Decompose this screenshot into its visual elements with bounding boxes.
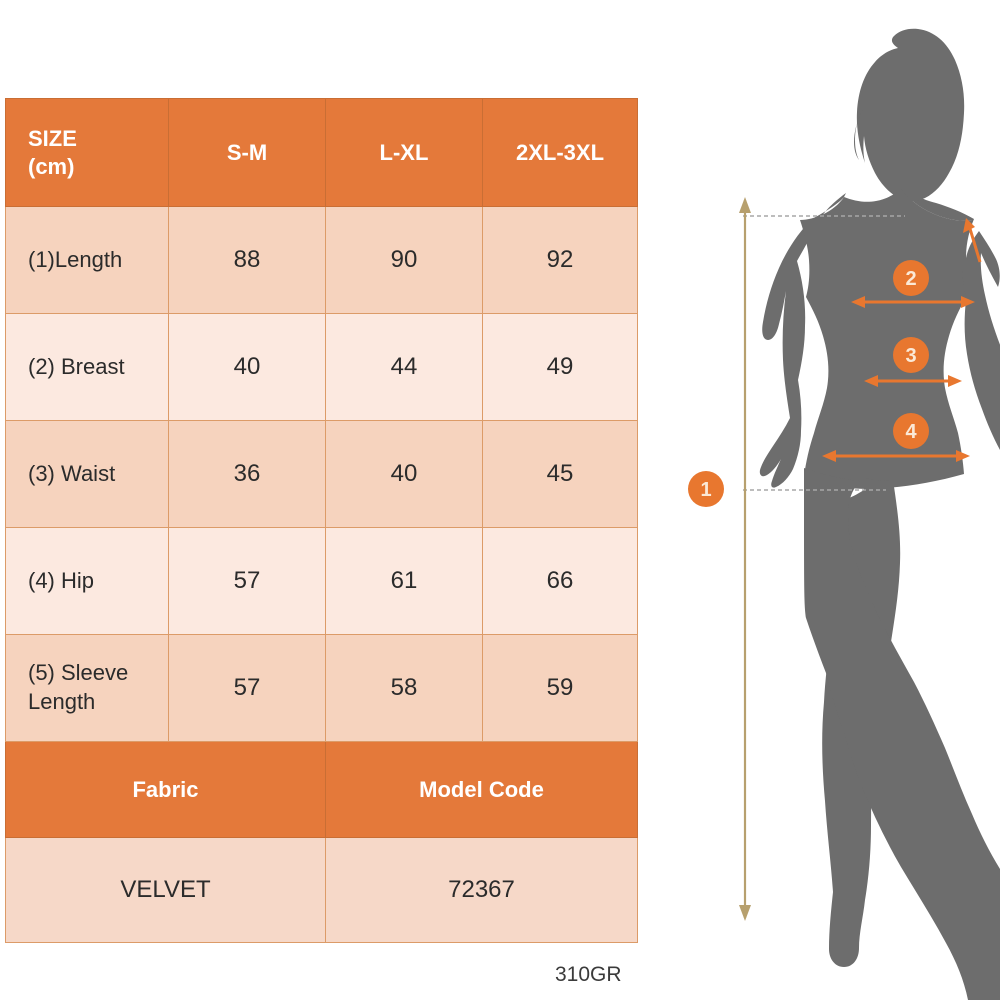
svg-text:1: 1 <box>700 479 711 501</box>
svg-text:2: 2 <box>905 268 916 290</box>
svg-text:4: 4 <box>905 421 917 443</box>
svg-text:3: 3 <box>905 345 916 367</box>
